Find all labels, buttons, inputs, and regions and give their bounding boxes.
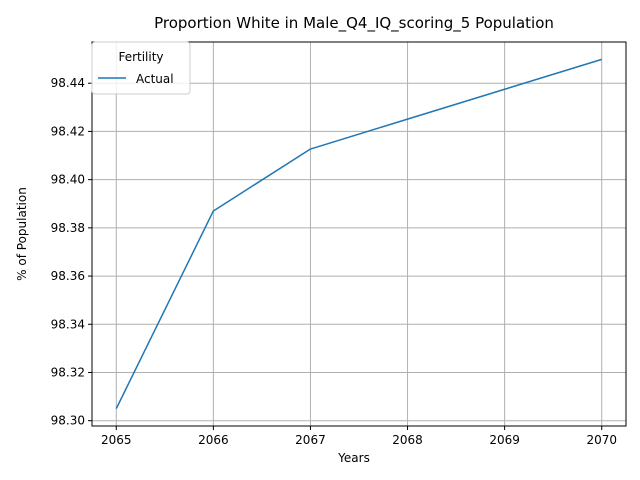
- y-tick-label: 98.40: [51, 173, 85, 187]
- x-tick-label: 2067: [295, 433, 326, 447]
- y-tick-label: 98.32: [51, 365, 85, 379]
- legend-box: [91, 41, 191, 95]
- chart-title: Proportion White in Male_Q4_IQ_scoring_5…: [154, 14, 554, 33]
- grid: [92, 42, 626, 426]
- y-tick-label: 98.30: [51, 414, 85, 428]
- y-tick-label: 98.44: [51, 76, 85, 90]
- x-tick-label: 2069: [489, 433, 520, 447]
- x-axis-ticks: 2065 2066 2067 2068 2069 2070: [101, 426, 617, 447]
- y-tick-label: 98.38: [51, 221, 85, 235]
- x-axis-label: Years: [337, 451, 370, 465]
- series-group: [115, 58, 602, 409]
- y-tick-label: 98.36: [51, 269, 85, 283]
- x-tick-label: 2066: [198, 433, 229, 447]
- legend: Fertility Actual: [91, 41, 191, 95]
- x-tick-label: 2068: [392, 433, 423, 447]
- y-axis-ticks: 98.30 98.32 98.34 98.36 98.38 98.40 98.42 98.44: [51, 76, 92, 428]
- plot-area-frame: [91, 41, 627, 427]
- y-tick-label: 98.42: [51, 124, 85, 138]
- x-tick-label: 2065: [101, 433, 132, 447]
- legend-label: Actual: [136, 72, 174, 86]
- y-tick-label: 98.34: [51, 317, 85, 331]
- legend-title: Fertility: [118, 50, 163, 64]
- y-axis-label: % of Population: [15, 187, 29, 281]
- series-line-actual: [115, 58, 602, 409]
- x-tick-label: 2070: [586, 433, 617, 447]
